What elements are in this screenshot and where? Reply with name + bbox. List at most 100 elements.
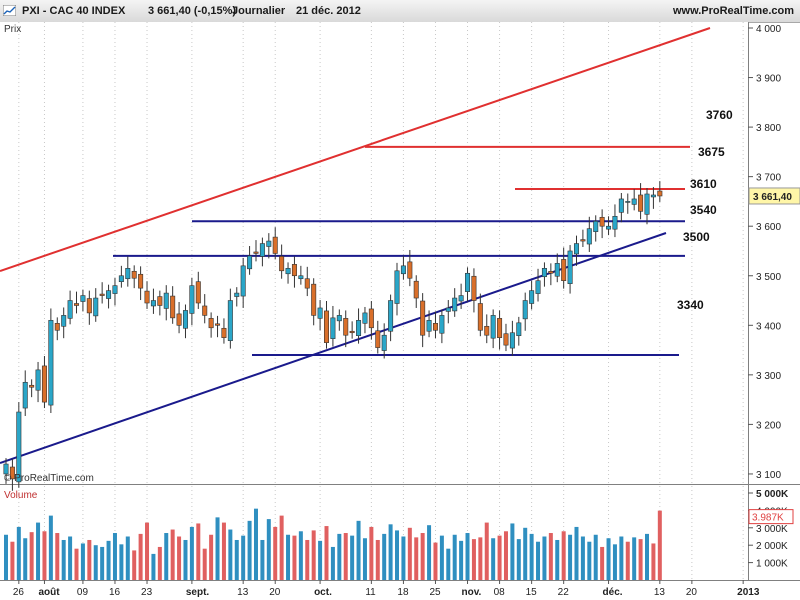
volume-bar: [234, 539, 239, 580]
candle-body: [420, 300, 426, 336]
volume-bar: [638, 539, 643, 580]
volume-bar: [48, 515, 53, 580]
candle-body: [426, 320, 432, 332]
candle-body: [394, 270, 400, 304]
date-tick-label: 22: [558, 587, 570, 598]
volume-bar: [119, 544, 124, 580]
volume-bar: [420, 533, 425, 580]
candle-body: [247, 255, 253, 270]
volume-bar: [561, 531, 566, 580]
volume-bar: [414, 537, 419, 580]
volume-bar: [164, 533, 169, 580]
date-tick-label: oct.: [314, 587, 332, 598]
volume-tick-label: 5 000K: [756, 489, 789, 500]
candle-body: [509, 332, 515, 349]
candle-body: [41, 365, 47, 403]
candle-body: [477, 303, 483, 331]
candle-body: [638, 194, 644, 212]
volume-tick-label: 2 000K: [756, 541, 788, 552]
volume-bar: [87, 539, 92, 580]
date-tick-label: 09: [77, 587, 89, 598]
candle-body: [170, 295, 176, 319]
candle-body: [150, 300, 156, 307]
volume-tick-label: 1 000K: [756, 559, 788, 570]
volume-bar: [401, 536, 406, 580]
candle-body: [118, 275, 124, 282]
candle-body: [368, 308, 374, 329]
volume-bar: [574, 526, 579, 580]
date-tick-label: 25: [429, 587, 441, 598]
volume-bar: [568, 534, 573, 580]
volume-bar: [478, 537, 483, 580]
volume-bar: [80, 543, 85, 580]
volume-bar: [542, 536, 547, 580]
volume-bar: [645, 533, 649, 580]
date-tick-label: nov.: [462, 587, 482, 598]
volume-bar: [93, 545, 98, 580]
candle-body: [99, 293, 105, 296]
candle-body: [202, 305, 208, 316]
candle-body: [285, 268, 291, 275]
candle-body: [259, 243, 265, 257]
volume-bar: [612, 544, 617, 580]
candle-body: [48, 320, 54, 406]
candle-body: [266, 240, 272, 247]
date-tick-label: 08: [494, 587, 506, 598]
volume-bar: [446, 548, 451, 580]
volume-bar: [177, 536, 182, 580]
volume-bar: [606, 538, 611, 580]
candle-body: [311, 283, 317, 316]
candle-body: [548, 270, 554, 274]
date-tick-label: sept.: [186, 587, 210, 598]
volume-bar: [305, 539, 310, 580]
volume-bar: [202, 548, 207, 580]
volume-bar: [471, 539, 476, 580]
candle-body: [445, 307, 451, 312]
date-tick-label: 23: [141, 587, 153, 598]
volume-bar: [503, 531, 508, 580]
candle-body: [279, 256, 285, 272]
candle-body: [112, 285, 118, 294]
candle-body: [554, 263, 560, 277]
candle-body: [131, 270, 137, 279]
candle-body: [388, 300, 394, 332]
volume-bar: [196, 523, 201, 580]
candle-body: [86, 298, 92, 314]
candle-body: [215, 323, 221, 326]
volume-bar: [125, 536, 130, 580]
volume-bar: [529, 533, 534, 580]
volume-bar: [459, 540, 464, 580]
price-panel-label: Prix: [4, 24, 21, 35]
volume-bar: [337, 533, 342, 580]
candle-body: [529, 290, 535, 304]
volume-bar: [112, 533, 117, 580]
date-tick-label: 20: [269, 587, 281, 598]
candle-body: [125, 268, 131, 280]
date-tick-label: août: [38, 587, 60, 598]
price-tick-label: 3 100: [756, 470, 781, 481]
candle-body: [650, 194, 656, 198]
volume-bar: [510, 523, 515, 580]
candle-body: [221, 327, 227, 338]
candle-body: [272, 236, 278, 254]
date-tick-label: 2013: [737, 587, 760, 598]
site-link[interactable]: www.ProRealTime.com: [672, 5, 794, 17]
candle-body: [561, 259, 567, 282]
level-label-3340: 3340: [677, 298, 704, 312]
volume-bar: [619, 536, 624, 580]
candle-body: [362, 312, 368, 324]
candle-body: [227, 300, 233, 341]
volume-bar: [580, 536, 585, 580]
volume-bar: [343, 533, 348, 580]
volume-bar: [106, 540, 111, 580]
volume-bar: [241, 535, 246, 580]
candle-body: [195, 281, 201, 304]
volume-bar: [350, 535, 355, 580]
candle-body: [503, 333, 509, 346]
candle-body: [323, 310, 329, 343]
volume-bar: [433, 542, 438, 580]
volume-bar: [74, 548, 79, 580]
date-tick-label: 13: [654, 587, 666, 598]
candle-body: [586, 228, 592, 245]
